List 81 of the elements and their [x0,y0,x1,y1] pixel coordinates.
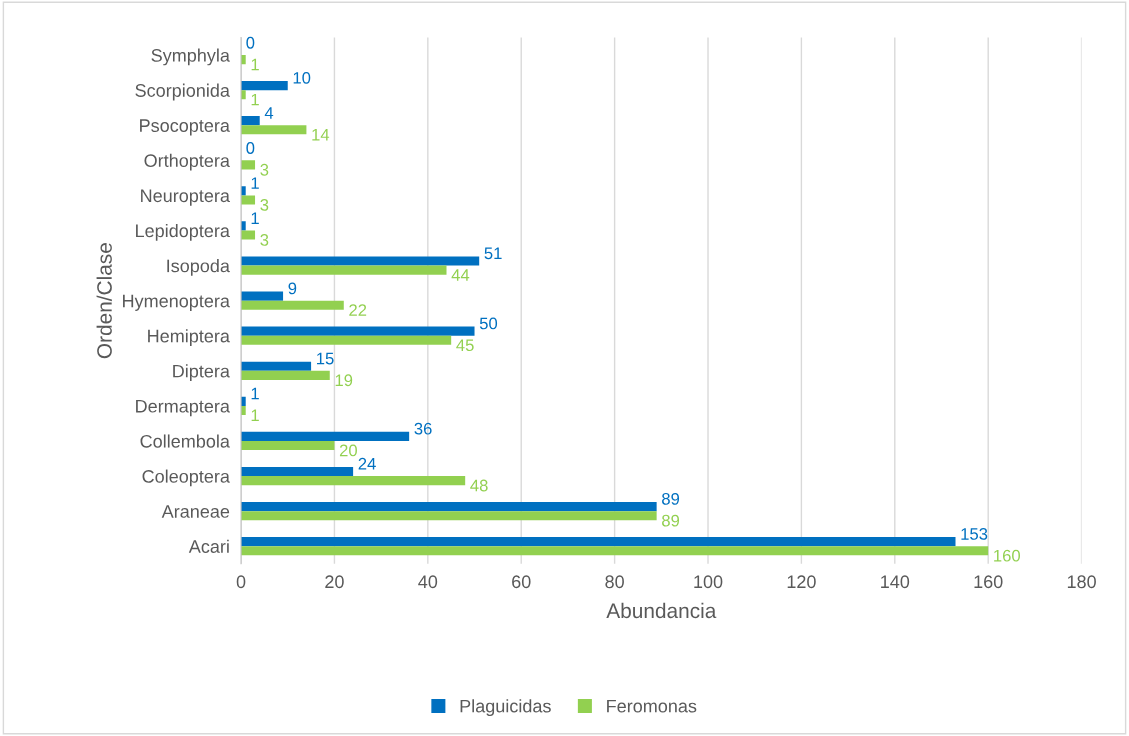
bar [241,361,312,371]
x-tick-label: 180 [1067,575,1096,589]
data-label: 10 [293,71,311,84]
bar [241,300,344,310]
data-label: 22 [349,304,367,316]
bar [241,291,284,301]
bar [241,431,410,441]
data-label: 44 [451,269,470,281]
x-tick-label: 160 [974,575,1003,589]
data-label: 89 [662,514,680,527]
data-label: 14 [312,128,330,141]
y-tick-label: Collembola [140,434,230,448]
data-label: 45 [456,339,474,352]
data-label: 9 [288,282,297,295]
bar [241,511,657,521]
data-label: 15 [317,352,334,365]
y-tick-label: Dermaptera [136,400,230,417]
data-label: 1 [251,409,259,422]
data-label: 20 [339,444,357,457]
data-label: 51 [484,247,502,260]
data-label: 3 [260,198,269,211]
bar [241,502,657,512]
data-label: 153 [961,528,988,540]
bar [241,370,330,380]
legend-label: Plaguicidas [460,699,551,717]
bar [241,466,354,477]
data-label: 0 [246,36,255,49]
data-label: 1 [251,212,259,224]
y-tick-label: Orthoptera [144,153,230,171]
data-label: 50 [479,317,498,330]
x-tick-label: 60 [512,575,531,589]
x-tick-label: 120 [787,575,816,589]
data-label: 19 [335,374,353,387]
data-label: 1 [251,93,259,106]
legend-label: Feromonas [607,699,697,713]
data-label: 48 [470,479,488,492]
bar [241,440,335,451]
bar [241,326,475,336]
bar [241,476,466,486]
bar [241,81,288,91]
x-axis-title: Abundancia [606,602,717,619]
data-label: 160 [994,549,1021,562]
y-tick-label: Diptera [173,364,230,382]
data-label: 36 [414,422,432,435]
y-axis-title: Orden/Clase [96,243,112,359]
y-tick-label: Psocoptera [140,119,230,136]
bar [241,195,256,205]
x-tick-label: 80 [605,575,624,589]
data-label: 1 [251,58,259,71]
data-label: 3 [260,163,269,176]
data-label: 89 [662,492,680,505]
bar [241,335,452,345]
data-label: 4 [264,107,274,119]
y-tick-label: Scorpionida [135,83,230,101]
data-label: 0 [246,142,255,154]
bar [241,230,256,240]
x-tick-label: 40 [418,575,438,589]
y-tick-label: Lepidoptera [136,223,230,241]
x-tick-label: 100 [694,575,723,589]
data-label: 24 [358,457,376,470]
y-tick-label: Symphyla [151,48,230,66]
x-tick-label: 140 [881,575,910,589]
y-tick-label: Acari [188,539,229,553]
bar [241,116,260,126]
bar [241,125,307,135]
bar [241,537,956,547]
y-tick-label: Isopoda [167,259,230,276]
data-label: 1 [251,387,259,400]
data-label: 1 [251,177,259,189]
y-tick-label: Coleoptera [142,469,230,487]
bar [241,546,989,556]
y-tick-label: Araneae [161,505,230,518]
bar [241,265,447,275]
y-tick-label: Neuroptera [141,189,230,206]
data-label: 3 [260,234,269,246]
y-tick-label: Hymenoptera [123,294,230,311]
x-tick-label: 20 [325,575,344,589]
y-tick-label: Hemiptera [148,329,230,347]
bar [241,160,256,170]
bar [241,256,480,266]
x-tick-label: 0 [236,575,246,589]
